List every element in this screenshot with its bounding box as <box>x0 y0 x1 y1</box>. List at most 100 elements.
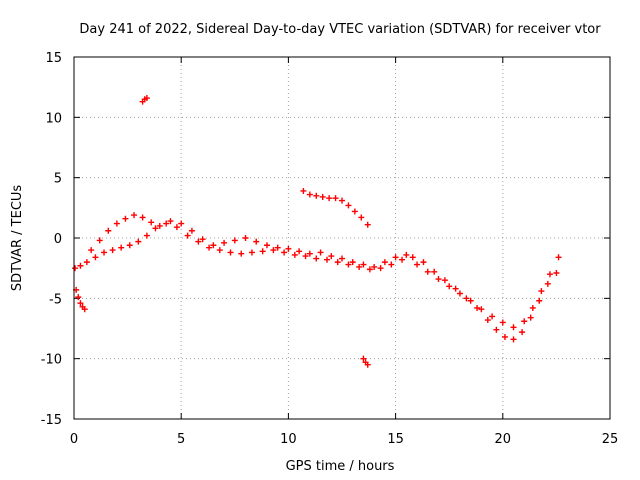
data-point <box>403 251 410 258</box>
data-point <box>360 355 367 362</box>
data-point <box>188 227 195 234</box>
data-point <box>364 221 371 228</box>
data-point <box>521 318 528 325</box>
data-point <box>88 247 95 254</box>
data-point <box>510 336 517 343</box>
data-point <box>291 251 298 258</box>
data-series <box>72 220 560 343</box>
data-point <box>148 219 155 226</box>
data-point <box>72 265 79 272</box>
data-point <box>227 249 234 256</box>
data-point <box>351 208 358 215</box>
data-point <box>424 268 431 275</box>
data-point <box>152 225 159 232</box>
data-point <box>306 250 313 257</box>
data-point <box>371 263 378 270</box>
data-point <box>248 249 255 256</box>
y-axis-label: SDTVAR / TECUs <box>10 185 25 292</box>
axis-ticks: 0 5 10 15 20 25 -15 -10 -5 0 5 10 15 <box>41 51 619 447</box>
data-point <box>178 220 185 227</box>
y-tick-label: 0 <box>54 232 62 247</box>
data-point <box>456 290 463 297</box>
grid <box>74 57 610 419</box>
data-point <box>109 247 116 254</box>
data-point <box>388 261 395 268</box>
data-point <box>553 269 560 276</box>
data-point <box>326 195 333 202</box>
data-point <box>519 329 526 336</box>
data-point <box>399 256 406 263</box>
data-point <box>349 259 356 266</box>
data-point <box>92 254 99 261</box>
data-point <box>216 247 223 254</box>
data-point <box>131 212 138 219</box>
data-point <box>143 232 150 239</box>
data-point <box>345 261 352 268</box>
data-point <box>555 254 562 261</box>
data-point <box>392 254 399 261</box>
data-point <box>489 313 496 320</box>
y-tick-label: 5 <box>54 172 62 187</box>
data-point <box>163 220 170 227</box>
data-point <box>409 254 416 261</box>
x-tick-label: 5 <box>177 432 185 447</box>
data-series <box>300 187 371 228</box>
data-point <box>285 245 292 252</box>
data-point <box>118 244 125 251</box>
data-point <box>199 236 206 243</box>
data-point <box>544 280 551 287</box>
data-points <box>72 95 562 368</box>
data-point <box>281 249 288 256</box>
x-tick-label: 25 <box>602 432 619 447</box>
data-point <box>81 306 88 313</box>
data-point <box>221 239 228 246</box>
data-series <box>73 95 371 368</box>
data-point <box>75 294 82 301</box>
data-point <box>135 238 142 245</box>
data-point <box>452 285 459 292</box>
y-tick-label: -10 <box>41 353 62 368</box>
data-point <box>529 304 536 311</box>
data-point <box>360 261 367 268</box>
x-axis-label: GPS time / hours <box>286 459 395 474</box>
data-point <box>319 193 326 200</box>
data-point <box>328 253 335 260</box>
data-point <box>358 214 365 221</box>
data-point <box>263 242 270 249</box>
data-point <box>173 224 180 231</box>
data-point <box>339 197 345 204</box>
data-point <box>446 283 453 290</box>
data-point <box>356 263 363 270</box>
data-point <box>366 266 373 273</box>
data-point <box>364 361 371 368</box>
x-tick-label: 20 <box>495 432 512 447</box>
data-point <box>313 255 320 262</box>
data-point <box>317 249 324 256</box>
data-point <box>339 255 345 262</box>
data-point <box>499 319 506 326</box>
data-point <box>167 218 174 225</box>
data-point <box>302 253 309 260</box>
data-point <box>334 259 341 266</box>
data-series <box>88 212 562 331</box>
data-point <box>478 306 485 313</box>
data-point <box>493 326 500 333</box>
plot-frame <box>73 56 611 420</box>
data-point <box>296 248 303 255</box>
data-point <box>156 222 163 229</box>
data-point <box>210 242 217 249</box>
data-point <box>270 247 277 254</box>
y-tick-label: -15 <box>41 413 62 428</box>
data-point <box>101 249 108 256</box>
data-point <box>510 324 517 331</box>
x-tick-label: 0 <box>70 432 78 447</box>
data-point <box>231 237 238 244</box>
data-point <box>184 232 191 239</box>
data-point <box>313 192 320 199</box>
y-tick-label: -5 <box>49 292 62 307</box>
data-point <box>377 265 384 272</box>
data-point <box>143 95 150 102</box>
data-point <box>474 304 481 311</box>
data-point <box>323 256 330 263</box>
